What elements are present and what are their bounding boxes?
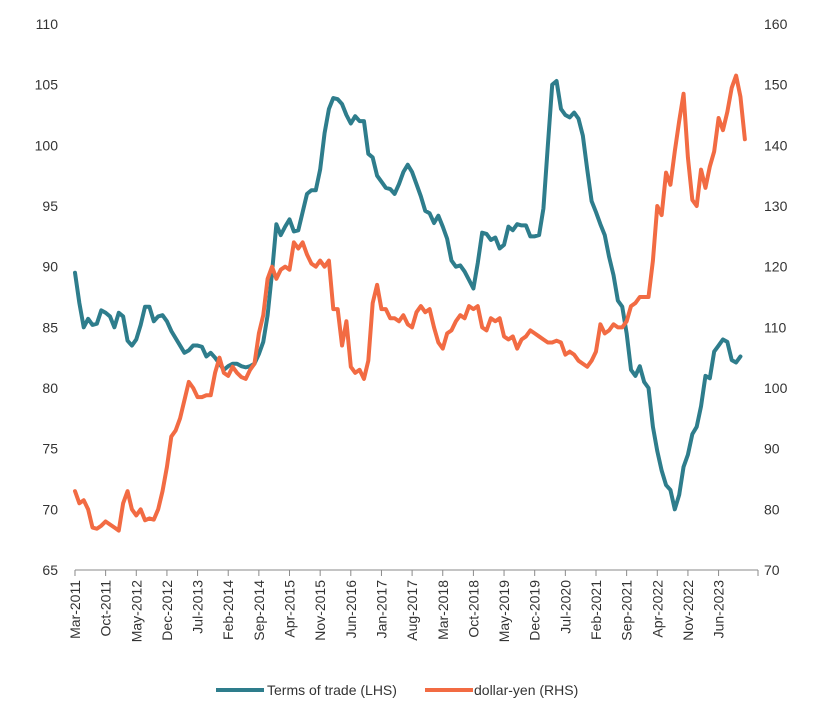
x-tick-label: Mar-2018 (435, 580, 451, 640)
left-tick-label: 105 (35, 77, 59, 93)
left-tick-label: 90 (42, 259, 58, 275)
x-tick-label: Oct-2018 (465, 580, 481, 638)
x-tick-label: Sep-2014 (251, 580, 267, 641)
x-axis: Mar-2011 Oct-2011 May-2012 Dec-2012 Jul-2013… (67, 569, 759, 642)
right-tick-label: 120 (764, 259, 788, 275)
legend-terms-of-trade-label: Terms of trade (LHS) (267, 682, 397, 698)
x-tick-label: Jul-2013 (190, 580, 206, 634)
x-tick-label: Jan-2017 (373, 580, 389, 639)
left-tick-label: 70 (42, 501, 58, 517)
x-tick-label: Jun-2023 (711, 580, 727, 639)
left-tick-label: 65 (42, 562, 58, 578)
legend-dollar-yen-label: dollar-yen (RHS) (474, 682, 578, 698)
x-tick-label: Dec-2012 (159, 580, 175, 641)
right-tick-label: 150 (764, 77, 788, 93)
left-tick-label: 80 (42, 380, 58, 396)
right-tick-label: 160 (764, 16, 788, 32)
left-tick-label: 75 (42, 441, 58, 457)
x-tick-label: Dec-2019 (527, 580, 543, 641)
x-tick-label: Sep-2021 (619, 580, 635, 641)
x-tick-label: Nov-2022 (680, 580, 696, 641)
x-tick-label: Jun-2016 (343, 580, 359, 639)
left-tick-label: 110 (36, 16, 59, 32)
x-tick-label: Apr-2022 (649, 580, 665, 638)
x-tick-label: Feb-2014 (220, 580, 236, 640)
x-tick-label: Jul-2020 (557, 580, 573, 634)
right-tick-label: 110 (764, 319, 787, 335)
dollar-yen-line (73, 73, 747, 533)
left-tick-label: 85 (42, 319, 58, 335)
right-tick-label: 100 (764, 380, 788, 396)
legend: Terms of trade (LHS) dollar-yen (RHS) (216, 682, 578, 698)
x-tick-label: Oct-2011 (98, 580, 114, 637)
left-tick-label: 95 (42, 198, 58, 214)
right-tick-label: 130 (764, 198, 788, 214)
left-tick-label: 100 (35, 137, 59, 153)
x-tick-label: Feb-2021 (588, 580, 604, 640)
right-axis: 70 80 90 100 110 120 130 140 150 160 (764, 16, 788, 578)
terms-of-trade-line (73, 79, 743, 512)
left-axis: 65 70 75 80 85 90 95 100 105 110 (35, 16, 59, 578)
x-tick-label: Apr-2015 (282, 580, 298, 638)
x-tick-label: Mar-2011 (67, 580, 83, 639)
x-tick-label: Aug-2017 (404, 580, 420, 641)
right-tick-label: 90 (764, 441, 780, 457)
x-tick-label: May-2019 (496, 580, 512, 642)
x-tick-label: May-2012 (128, 580, 144, 642)
right-tick-label: 70 (764, 562, 780, 578)
x-tick-label: Nov-2015 (312, 580, 328, 641)
series-layer (73, 73, 747, 533)
right-tick-label: 80 (764, 501, 780, 517)
right-tick-label: 140 (764, 137, 788, 153)
